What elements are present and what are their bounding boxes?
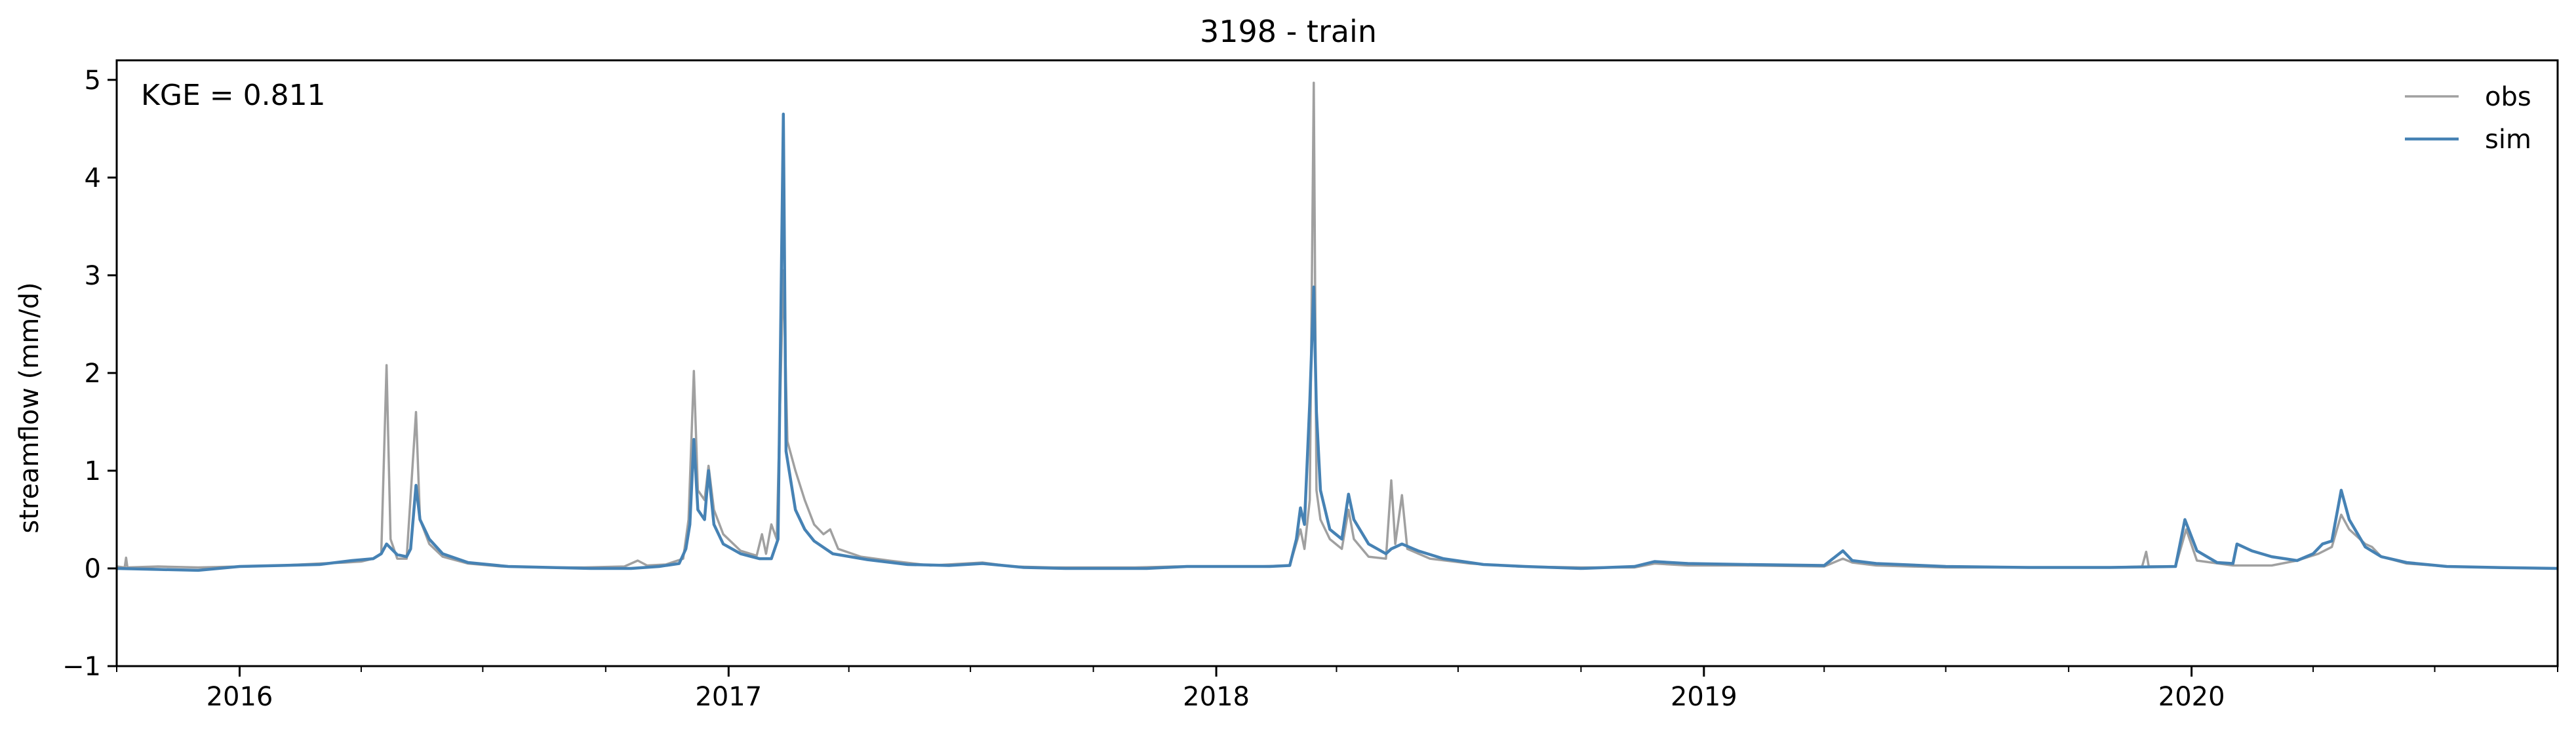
x-tick-label: 2017: [695, 682, 762, 712]
chart-title: 3198 - train: [1200, 14, 1377, 49]
legend-sim-label: sim: [2485, 125, 2531, 155]
y-tick-label: −1: [62, 652, 101, 682]
y-tick-label: 5: [85, 66, 101, 96]
sim-series-line: [116, 112, 2558, 572]
y-tick-label: 4: [85, 163, 101, 193]
y-tick-label: 1: [85, 456, 101, 486]
y-tick-label: 3: [85, 261, 101, 291]
kge-annotation: KGE = 0.811: [141, 79, 326, 112]
plot-frame: [115, 59, 2559, 667]
y-tick-label: 0: [85, 554, 101, 584]
axis-layer: −1 0 1 2 3 4 5 2016 2017 2018 2019 2020: [62, 66, 2558, 712]
y-axis-label: streamflow (mm/d): [14, 282, 45, 533]
obs-series-line: [116, 81, 2558, 570]
x-tick-label: 2018: [1183, 682, 1250, 712]
x-tick-label: 2016: [207, 682, 273, 712]
x-tick-label: 2020: [2158, 682, 2225, 712]
series-layer: [116, 81, 2558, 572]
plot-area: −1 0 1 2 3 4 5 2016 2017 2018 2019 2020: [62, 59, 2559, 712]
y-tick-label: 2: [85, 359, 101, 389]
x-tick-label: 2019: [1671, 682, 1737, 712]
legend-obs-label: obs: [2485, 82, 2531, 112]
legend: obs sim: [2405, 82, 2531, 155]
